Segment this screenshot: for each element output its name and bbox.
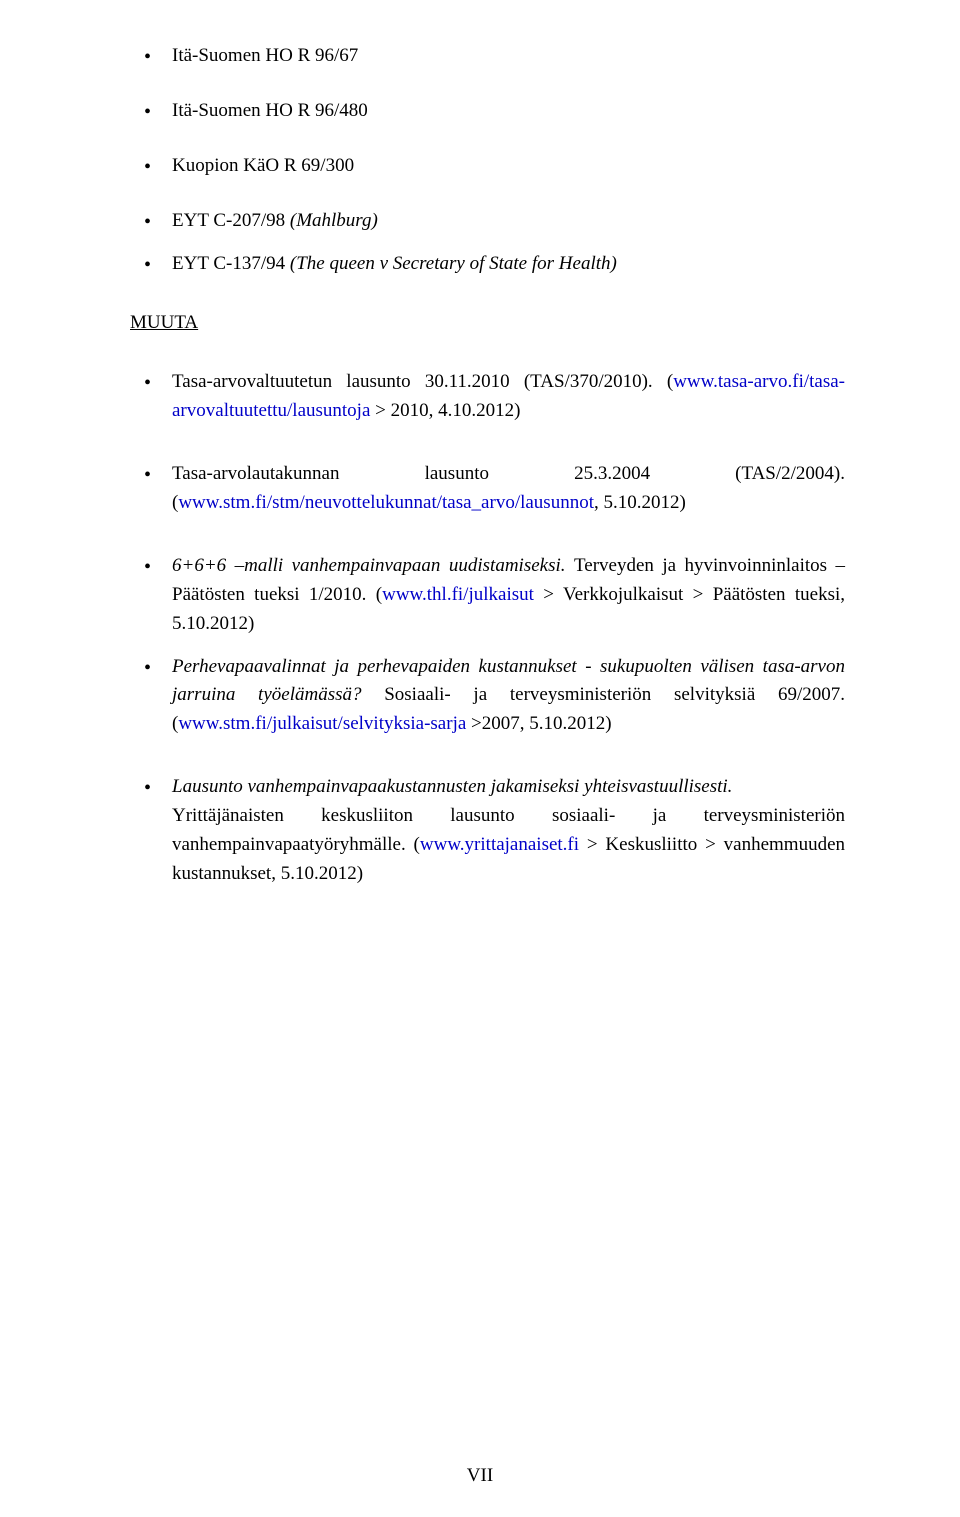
- case-list: Itä-Suomen HO R 96/67 Itä-Suomen HO R 96…: [130, 42, 845, 278]
- list-text: Itä-Suomen HO R 96/480: [172, 100, 368, 121]
- list-item: Tasa-arvovaltuutetun lausunto 30.11.2010…: [130, 368, 845, 426]
- item-link[interactable]: www.thl.fi/julkaisut: [382, 584, 534, 605]
- list-text: Kuopion KäO R 69/300: [172, 155, 354, 176]
- case-name-italic: (Mahlburg): [290, 210, 378, 231]
- item-link[interactable]: www.stm.fi/stm/neuvottelukunnat/tasa_arv…: [178, 492, 594, 513]
- item-text: Tasa-arvovaltuutetun lausunto 30.11.2010…: [172, 371, 673, 392]
- publication-list: 6+6+6 –malli vanhempainvapaan uudistamis…: [130, 552, 845, 739]
- statement-list-2: Tasa-arvolautakunnan lausunto 25.3.2004 …: [130, 460, 845, 518]
- list-item: Tasa-arvolautakunnan lausunto 25.3.2004 …: [130, 460, 845, 518]
- item-link[interactable]: www.yrittajanaiset.fi: [420, 834, 579, 855]
- list-text: EYT C-207/98: [172, 210, 290, 231]
- section-heading-muuta: MUUTA: [130, 312, 845, 334]
- list-item: Lausunto vanhempainvapaakustannusten jak…: [130, 773, 845, 889]
- page-number: VII: [0, 1465, 960, 1487]
- item-text: > 2010, 4.10.2012): [370, 400, 520, 421]
- lausunto-list: Lausunto vanhempainvapaakustannusten jak…: [130, 773, 845, 889]
- list-text: Itä-Suomen HO R 96/67: [172, 45, 358, 66]
- list-item: Kuopion KäO R 69/300: [130, 152, 845, 181]
- list-text: EYT C-137/94: [172, 253, 290, 274]
- item-text: , 5.10.2012): [594, 492, 686, 513]
- list-item: EYT C-137/94 (The queen v Secretary of S…: [130, 250, 845, 279]
- lausunto-title-italic: Lausunto vanhempainvapaakustannusten jak…: [172, 776, 732, 797]
- list-item: Perhevapaavalinnat ja perhevapaiden kust…: [130, 653, 845, 740]
- item-link[interactable]: www.stm.fi/julkaisut/selvityksia-sarja: [178, 713, 466, 734]
- list-item: EYT C-207/98 (Mahlburg): [130, 207, 845, 236]
- statement-list-1: Tasa-arvovaltuutetun lausunto 30.11.2010…: [130, 368, 845, 426]
- list-item: Itä-Suomen HO R 96/480: [130, 97, 845, 126]
- list-item: Itä-Suomen HO R 96/67: [130, 42, 845, 71]
- case-name-italic: (The queen v Secretary of State for Heal…: [290, 253, 617, 274]
- publication-title-italic: 6+6+6 –malli vanhempainvapaan uudistamis…: [172, 555, 574, 576]
- document-page: Itä-Suomen HO R 96/67 Itä-Suomen HO R 96…: [0, 0, 960, 1517]
- item-text: >2007, 5.10.2012): [466, 713, 611, 734]
- list-item: 6+6+6 –malli vanhempainvapaan uudistamis…: [130, 552, 845, 639]
